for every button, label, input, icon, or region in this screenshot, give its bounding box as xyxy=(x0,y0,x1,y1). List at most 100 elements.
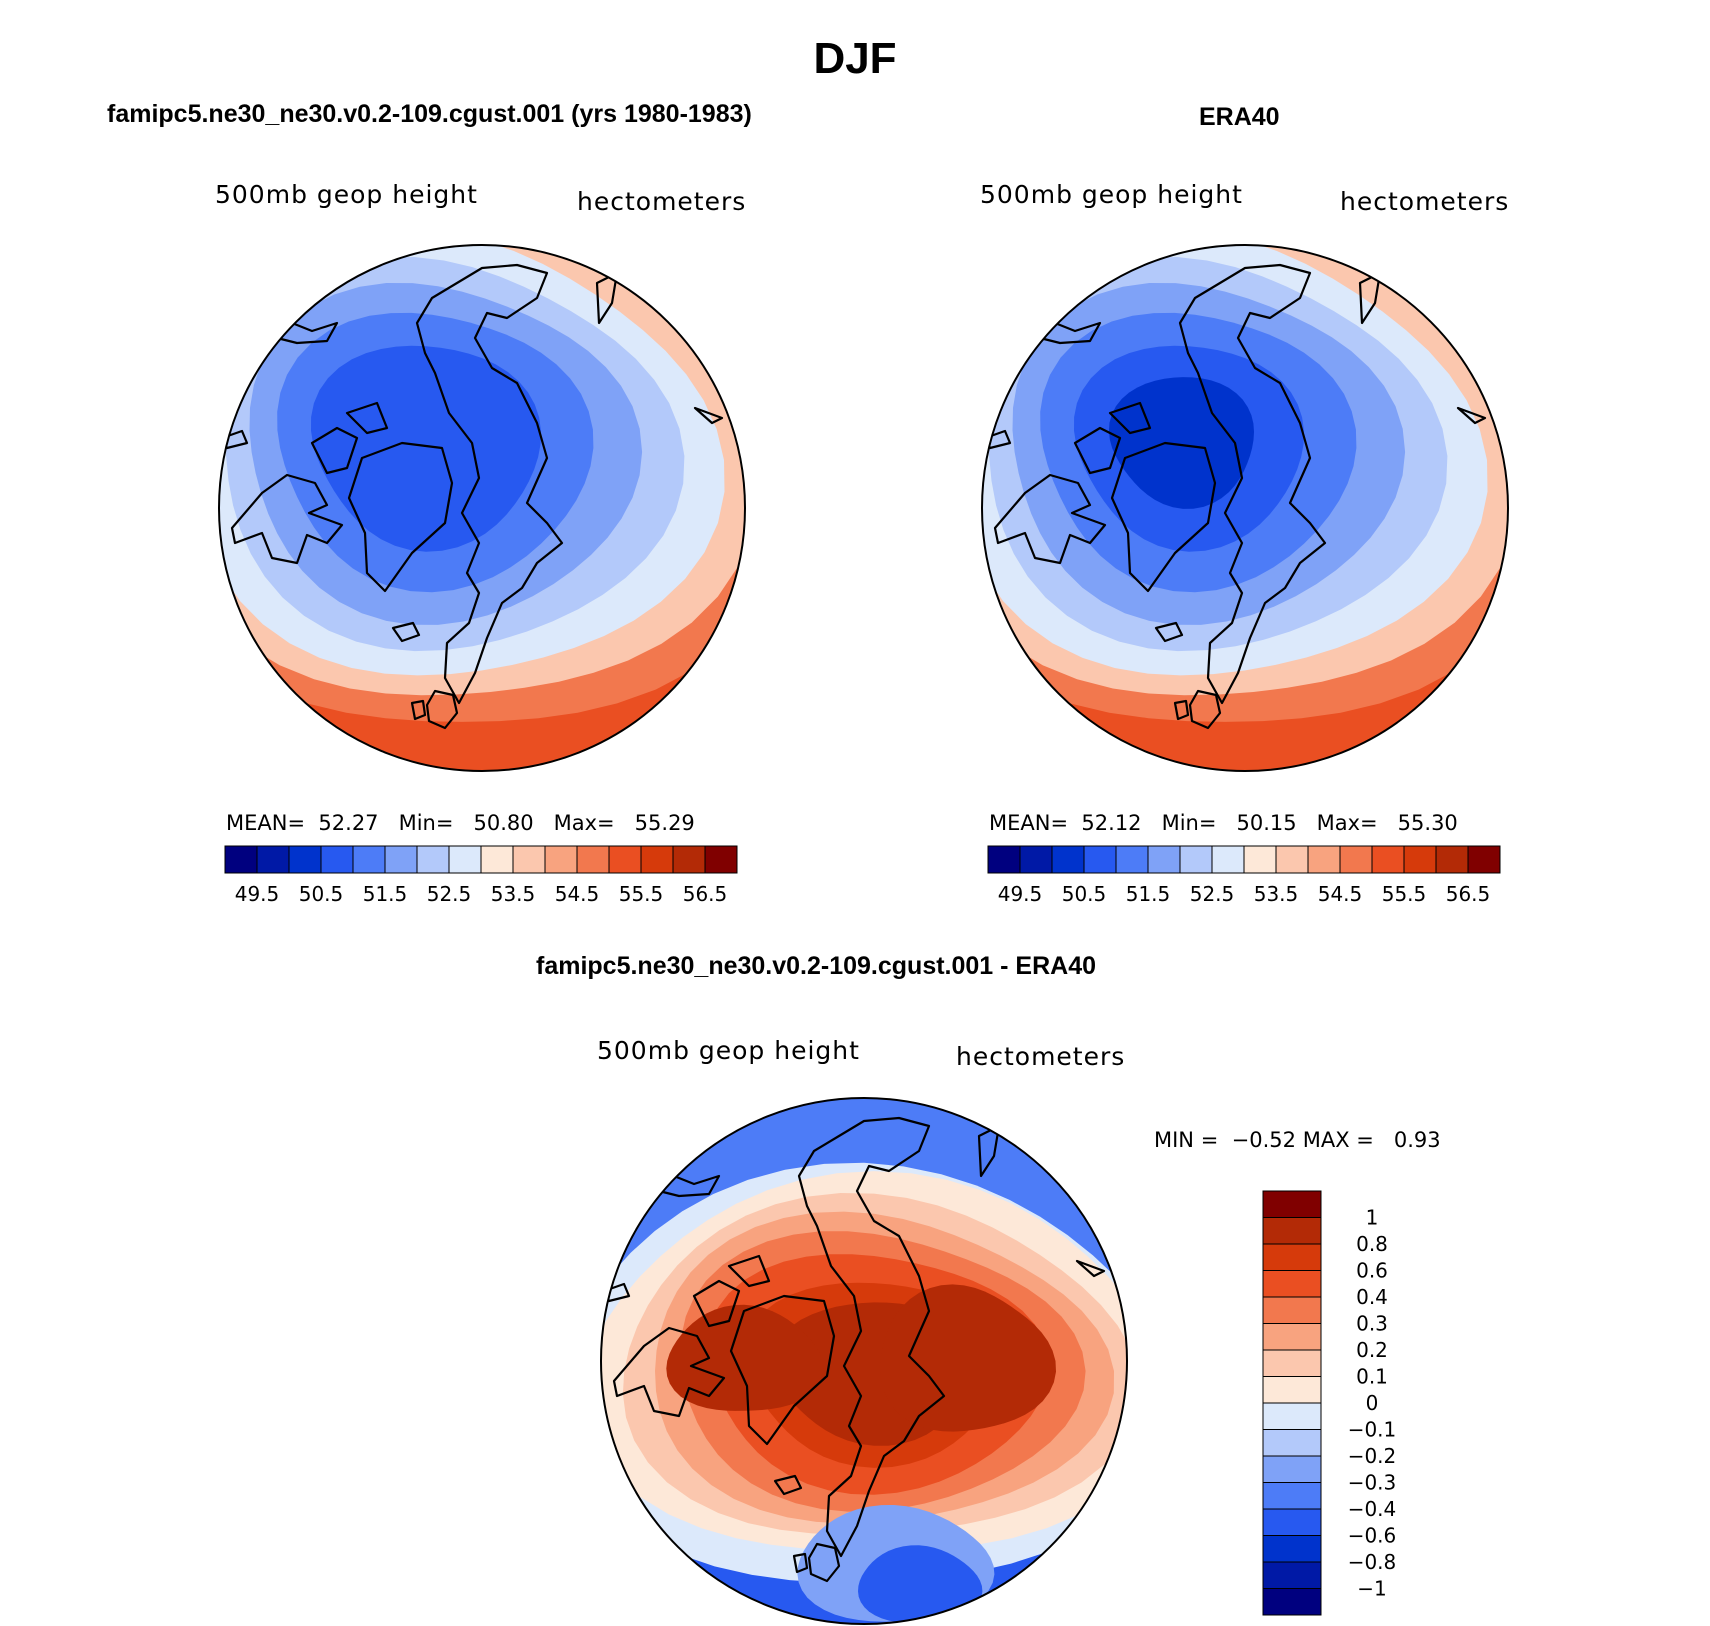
panel2-mean-value: 52.12 xyxy=(1081,811,1142,835)
panel1-colorbar-swatch xyxy=(672,845,706,874)
panel3-max-value: 0.93 xyxy=(1393,1128,1441,1152)
panel2-stats: MEAN= 52.12 Min= 50.15 Max= 55.30 xyxy=(989,811,1458,835)
panel3-coastline-greenland xyxy=(729,1294,836,1446)
panel2-max-label: Max= xyxy=(1316,811,1378,835)
panel3-colorbar-swatch xyxy=(1262,1243,1322,1271)
panel1-map-border xyxy=(218,244,746,772)
panel3-colorbar-tick-label: 0.3 xyxy=(1356,1312,1388,1336)
panel1-colorbar-swatch xyxy=(576,845,610,874)
panel2-colorbar-swatch xyxy=(1179,845,1213,874)
panel3-colorbar-tick-label: 0.1 xyxy=(1356,1365,1388,1389)
panel2-colorbar-swatch xyxy=(1435,845,1469,874)
panel1-colorbar-tick-label: 54.5 xyxy=(555,882,600,906)
panel3-contour-band xyxy=(858,1545,983,1624)
panel3-colorbar-tick-label: 0.8 xyxy=(1356,1232,1388,1256)
panel3-colorbar-swatch xyxy=(1262,1296,1322,1324)
panel2-max-value: 55.30 xyxy=(1397,811,1458,835)
panel3-colorbar-swatch xyxy=(1262,1349,1322,1377)
panel1-colorbar-swatch xyxy=(448,845,482,874)
panel2-colorbar-tick-label: 56.5 xyxy=(1446,882,1491,906)
panel2-colorbar-tick-label: 53.5 xyxy=(1254,882,1299,906)
panel1-polar-map xyxy=(218,244,746,772)
panel2-colorbar-swatch xyxy=(1019,845,1053,874)
panel3-colorbar-tick-label: 0.6 xyxy=(1356,1259,1388,1283)
panel1-colorbar-tick-label: 53.5 xyxy=(491,882,536,906)
panel3-colorbar-swatch xyxy=(1262,1323,1322,1351)
panel3-colorbar-swatch xyxy=(1262,1429,1322,1457)
panel2-colorbar-tick-label: 50.5 xyxy=(1062,882,1107,906)
panel3-colorbar-tick-label: −1 xyxy=(1357,1577,1386,1601)
panel1-coastline-iceland xyxy=(391,621,421,643)
panel1-colorbar-swatch xyxy=(544,845,578,874)
panel3-colorbar-tick-label: −0.1 xyxy=(1348,1418,1397,1442)
panel1-coastline-british-isles xyxy=(410,689,459,730)
panel3-coastline-iceland xyxy=(773,1474,803,1496)
panel2-coastline-north-america xyxy=(993,473,1107,565)
panel1-colorbar-swatch xyxy=(416,845,450,874)
panel2-colorbar-swatch xyxy=(1211,845,1245,874)
panel1-colorbar-swatch xyxy=(352,845,386,874)
panel2-polar-map xyxy=(981,244,1509,772)
panel3-colorbar-tick-label: 1 xyxy=(1366,1206,1379,1230)
panel3-colorbar-tick-label: −0.8 xyxy=(1348,1550,1397,1574)
panel1-colorbar-swatch xyxy=(224,845,258,874)
panel1-max-value: 55.29 xyxy=(634,811,695,835)
panel3-coastline-british-isles xyxy=(792,1542,841,1583)
panel2-variable-label: 500mb geop height xyxy=(980,180,1243,209)
panel1-coastline-archipelago xyxy=(310,401,389,475)
panel1-colorbar-swatch xyxy=(288,845,322,874)
panel3-colorbar-tick-label: 0.2 xyxy=(1356,1338,1388,1362)
panel3-coastlines xyxy=(602,1116,1106,1583)
panel3-colorbar-tick-label: 0 xyxy=(1366,1391,1379,1415)
panel2-colorbar-swatch xyxy=(987,845,1021,874)
panel2-colorbar: 49.5 50.5 51.5 52.5 53.5 54.5 55.5 56.5 xyxy=(987,845,1501,906)
panel3-colorbar-tick-label: −0.4 xyxy=(1348,1497,1397,1521)
panel3-coastline-north-america xyxy=(612,1326,726,1418)
panel2-min-label: Min= xyxy=(1161,811,1217,835)
panel3-colorbar-swatch xyxy=(1262,1376,1322,1404)
panel1-variable-label: 500mb geop height xyxy=(215,180,478,209)
panel3-colorbar-swatch xyxy=(1262,1561,1322,1589)
panel3-min-label: MIN = xyxy=(1154,1128,1219,1152)
panel1-colorbar-swatch xyxy=(640,845,674,874)
panel3-colorbar-swatch xyxy=(1262,1588,1322,1616)
panel3-colorbar-swatch xyxy=(1262,1190,1322,1218)
panel3-max-label: MAX = xyxy=(1302,1128,1374,1152)
panel1-colorbar-tick-label: 55.5 xyxy=(619,882,664,906)
panel3-units-label: hectometers xyxy=(956,1042,1126,1071)
panel1-min-label: Min= xyxy=(398,811,454,835)
panel1-colorbar-tick-label: 50.5 xyxy=(299,882,344,906)
panel1-coastline-eurasia xyxy=(415,263,564,705)
panel1-units-label: hectometers xyxy=(577,187,747,216)
panel2-coastline-archipelago xyxy=(1073,401,1152,475)
panel3-colorbar-swatch xyxy=(1262,1482,1322,1510)
panel2-contour-band xyxy=(1108,377,1254,509)
panel2-colorbar-swatch xyxy=(1275,845,1309,874)
panel3-contour-band xyxy=(666,1304,824,1411)
panel2-field xyxy=(982,245,1508,771)
panel2-colorbar-tick-label: 52.5 xyxy=(1190,882,1235,906)
panel3-colorbar-swatch xyxy=(1262,1217,1322,1245)
panel1-colorbar-tick-label: 49.5 xyxy=(235,882,280,906)
panel2-coastlines xyxy=(983,263,1487,730)
panel2-colorbar-tick-label: 49.5 xyxy=(998,882,1043,906)
panel2-mean-label: MEAN= xyxy=(989,811,1069,835)
panel1-mean-value: 52.27 xyxy=(318,811,379,835)
panel3-colorbar-swatch xyxy=(1262,1455,1322,1483)
panel3-colorbar-swatch xyxy=(1262,1535,1322,1563)
panel3-colorbar-swatch xyxy=(1262,1508,1322,1536)
panel3-colorbar-tick-label: −0.6 xyxy=(1348,1524,1397,1548)
panel1-colorbar-tick-label: 56.5 xyxy=(683,882,728,906)
panel2-units-label: hectometers xyxy=(1340,187,1510,216)
panel3-colorbar: 10.8 0.60.4 0.30.2 0.10 −0.1−0.2 −0.3−0.4 −0.6… xyxy=(1262,1190,1397,1616)
panel2-min-value: 50.15 xyxy=(1236,811,1297,835)
panel2-title: ERA40 xyxy=(1199,103,1280,131)
panel2-coastline-british-isles xyxy=(1173,689,1222,730)
panel1-colorbar: 49.5 50.5 51.5 52.5 53.5 54.5 55.5 56.5 xyxy=(224,845,738,906)
panel3-colorbar-tick-label: −0.2 xyxy=(1348,1444,1397,1468)
panel1-colorbar-swatch xyxy=(704,845,738,874)
panel2-colorbar-swatch xyxy=(1403,845,1437,874)
panel2-coastline-iceland xyxy=(1154,621,1184,643)
panel3-min-value: −0.52 xyxy=(1231,1128,1297,1152)
panel1-colorbar-tick-label: 52.5 xyxy=(427,882,472,906)
